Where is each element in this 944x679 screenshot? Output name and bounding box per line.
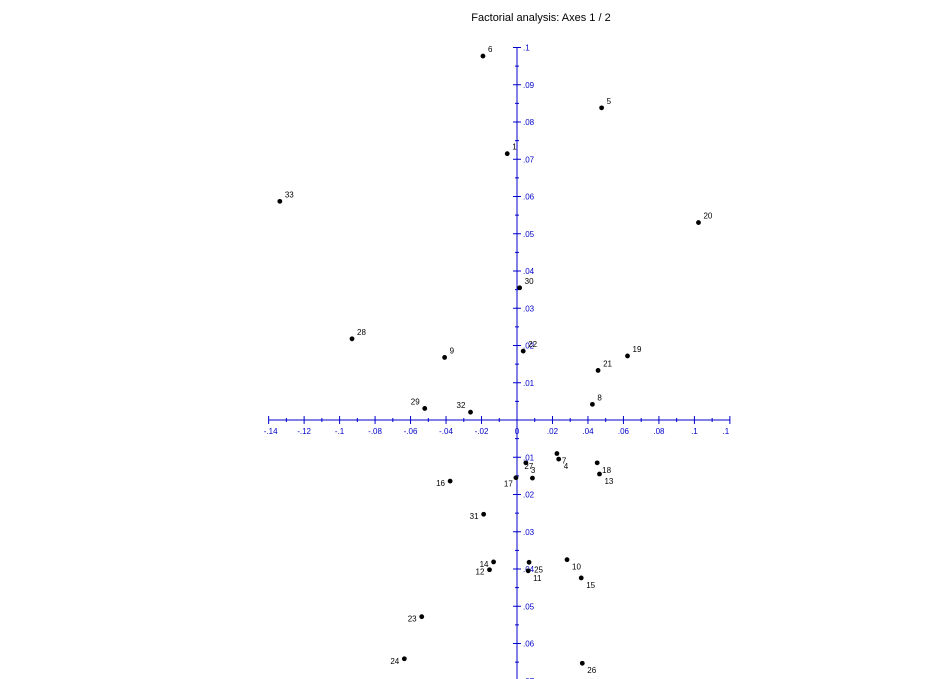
x-tick-label: -.06 (404, 427, 418, 436)
data-point-label: 17 (504, 480, 513, 489)
data-point-label: 9 (450, 346, 455, 355)
data-point-label: 21 (603, 359, 612, 368)
data-point-label: 8 (597, 393, 602, 402)
data-point-label: 28 (357, 328, 366, 337)
data-point-label: 7 (562, 457, 567, 466)
data-point-label: 16 (436, 479, 445, 488)
x-tick-label: .08 (653, 427, 665, 436)
x-tick-label: -.08 (368, 427, 382, 436)
y-tick-label: .02 (523, 342, 535, 351)
data-point-31 (481, 511, 487, 517)
y-tick-label: .06 (523, 193, 535, 202)
y-tick-label: .06 (523, 640, 535, 649)
data-point-16 (447, 478, 453, 484)
data-point-13 (597, 471, 602, 477)
y-tick-label: .03 (523, 304, 535, 313)
y-axis-ticks: .1 .09 .08 .07 .06 .05 .04 .03 .02 .01 .01 .02 .03 .0… (513, 44, 535, 679)
data-point-label: 15 (586, 581, 595, 590)
data-point-30 (517, 285, 523, 291)
data-point-14 (491, 559, 496, 565)
data-point-25 (526, 559, 532, 565)
data-point-1 (504, 151, 510, 157)
x-tick-label: .06 (618, 427, 630, 436)
data-point-19 (625, 353, 630, 359)
y-tick-label: .03 (523, 528, 535, 537)
data-point-label: 18 (602, 466, 611, 475)
data-point-15 (578, 575, 584, 581)
x-tick-label: .04 (582, 427, 594, 436)
data-point-17 (513, 475, 519, 481)
data-point-label: 10 (572, 563, 581, 572)
data-point-label: 33 (285, 190, 294, 199)
data-point-label: 30 (525, 277, 534, 286)
data-point-label: 26 (587, 666, 596, 675)
x-tick-label: -.1 (335, 427, 345, 436)
data-point-label: 3 (531, 466, 536, 475)
data-point-26 (579, 660, 585, 666)
chart-title: Factorial analysis: Axes 1 / 2 (471, 12, 610, 24)
data-point-label: 22 (528, 340, 537, 349)
x-tick-label: 0 (515, 427, 520, 436)
data-point-label: 25 (534, 565, 543, 574)
data-point-label: 1 (512, 143, 517, 152)
y-tick-label: .04 (523, 267, 535, 276)
x-tick-label: -.12 (297, 427, 311, 436)
data-point-label: 32 (457, 401, 466, 410)
data-point-label: 23 (408, 615, 417, 624)
data-point-23 (419, 614, 425, 620)
y-tick-label: .01 (523, 453, 535, 462)
x-tick-label: -.04 (439, 427, 453, 436)
y-tick-label: .07 (523, 677, 535, 679)
data-point-7 (554, 451, 560, 456)
y-tick-label: .02 (523, 491, 535, 500)
data-point-6 (480, 53, 486, 59)
data-point-label: 12 (476, 568, 485, 577)
x-tick-label: .1 (723, 427, 730, 436)
data-point-3 (523, 460, 529, 466)
data-point-22 (520, 348, 526, 354)
data-point-12 (487, 567, 492, 573)
y-tick-label: .05 (523, 602, 535, 611)
x-tick-label: -.02 (475, 427, 489, 436)
data-point-33 (277, 198, 283, 204)
data-point-4 (556, 456, 562, 462)
data-point-11 (525, 568, 531, 574)
data-point-label: 4 (564, 462, 569, 471)
data-point-28 (349, 336, 355, 342)
data-point-18 (594, 460, 600, 466)
x-axis-ticks: -.14 -.12 -.1 -.08 -.06 -.04 -.02 0 .02 .04 .06 .08… (264, 416, 731, 436)
data-point-label: 20 (703, 212, 712, 221)
data-point-label: 14 (480, 560, 489, 569)
data-point-24 (401, 656, 407, 662)
data-point-label: 27 (524, 462, 533, 471)
y-tick-label: .1 (523, 44, 530, 53)
data-point-8 (589, 401, 595, 407)
x-tick-label: -.14 (264, 427, 278, 436)
y-tick-label: .08 (523, 118, 535, 127)
data-point-10 (564, 557, 570, 563)
data-point-label: 31 (470, 512, 479, 521)
y-tick-label: .07 (523, 155, 535, 164)
y-tick-label: .09 (523, 81, 535, 90)
x-tick-label: .02 (547, 427, 559, 436)
data-point-27 (530, 475, 535, 481)
data-point-label: 6 (488, 45, 493, 54)
data-point-32 (468, 409, 473, 415)
data-point-label: 19 (633, 345, 642, 354)
data-point-5 (599, 105, 605, 111)
data-point-29 (422, 406, 428, 411)
y-tick-label: .05 (523, 230, 535, 239)
data-point-label: 29 (411, 397, 420, 406)
data-point-label: 13 (604, 477, 613, 486)
y-tick-label: .01 (523, 379, 535, 388)
x-tick-label: .1 (691, 427, 698, 436)
data-point-label: 11 (533, 574, 542, 583)
data-point-9 (442, 355, 448, 360)
data-point-20 (696, 220, 701, 225)
data-point-21 (595, 368, 601, 373)
data-point-label: 24 (390, 657, 399, 666)
data-point-label: 5 (607, 97, 612, 106)
